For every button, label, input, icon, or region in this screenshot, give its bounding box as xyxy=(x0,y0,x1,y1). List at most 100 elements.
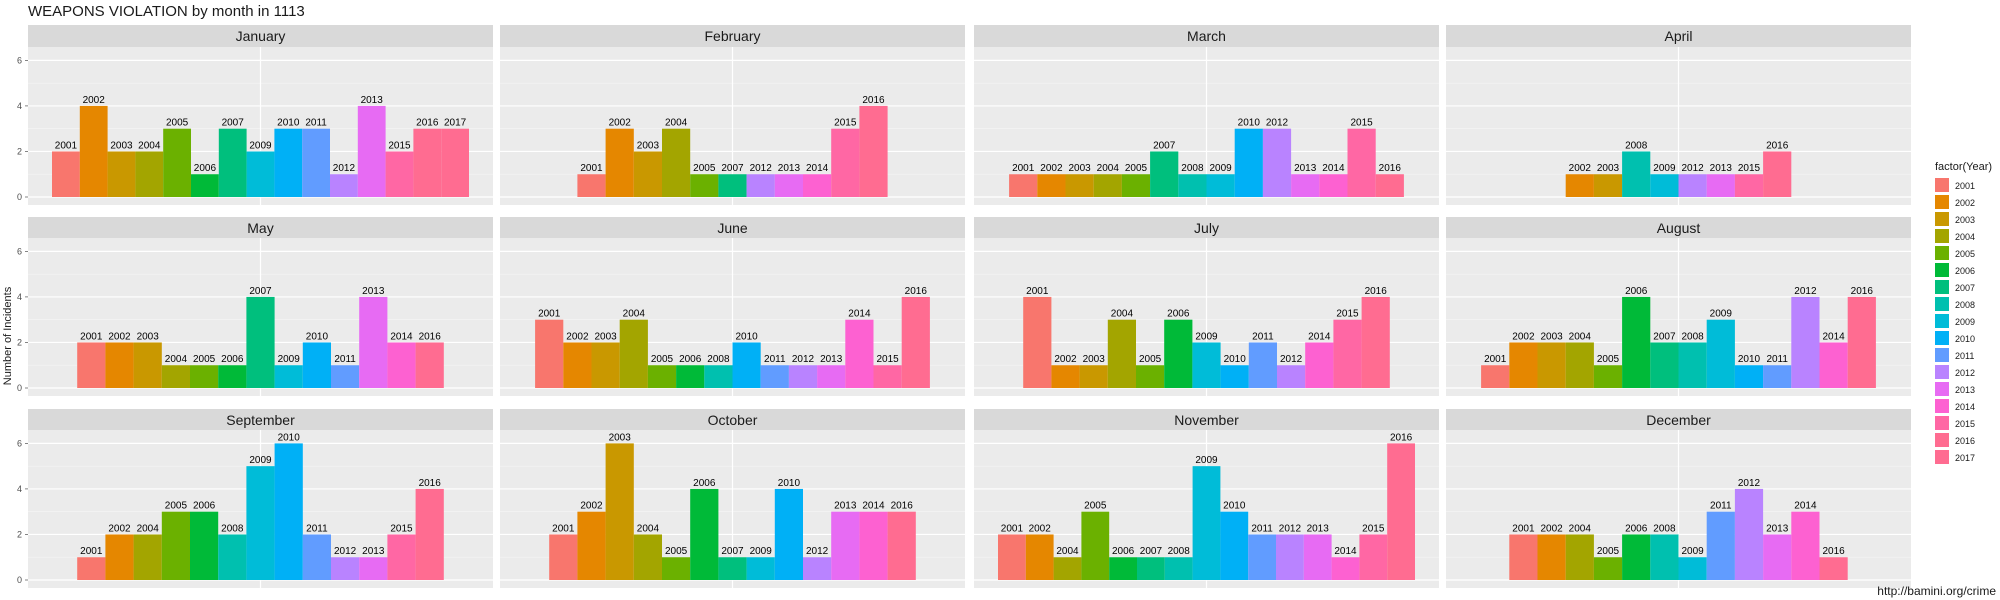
bar-label: 2010 xyxy=(278,432,301,443)
legend-entry: 2014 xyxy=(1955,402,1975,412)
legend-swatch xyxy=(1935,195,1949,209)
bar xyxy=(1819,557,1848,580)
bar xyxy=(1220,365,1249,388)
bar xyxy=(1051,365,1080,388)
bar-label: 2002 xyxy=(1029,523,1052,534)
legend-entry: 2017 xyxy=(1955,453,1975,463)
bar-label: 2016 xyxy=(1766,140,1789,151)
bar-label: 2014 xyxy=(1822,331,1845,342)
facet-strip xyxy=(1446,25,1911,47)
facet-strip xyxy=(500,25,965,47)
bar xyxy=(619,319,648,388)
bar xyxy=(1650,342,1679,388)
bar-label: 2006 xyxy=(693,478,716,489)
bar xyxy=(873,365,902,388)
bar xyxy=(79,105,108,197)
bar xyxy=(1053,557,1082,580)
legend-swatch xyxy=(1935,178,1949,192)
facet-strip xyxy=(28,409,493,430)
bar xyxy=(1009,174,1038,197)
bar-label: 2004 xyxy=(1569,523,1592,534)
bar-label: 2010 xyxy=(1738,354,1761,365)
bar-label: 2006 xyxy=(1112,546,1135,557)
legend-swatch xyxy=(1935,433,1949,447)
legend-swatch xyxy=(1935,246,1949,260)
legend-swatch xyxy=(1935,365,1949,379)
bar xyxy=(246,151,275,197)
facet-strip-label: November xyxy=(1174,412,1239,428)
bar xyxy=(647,365,677,388)
bar-label: 2015 xyxy=(388,140,411,151)
bar xyxy=(1763,534,1792,580)
bar xyxy=(859,511,888,580)
legend-swatch xyxy=(1935,331,1949,345)
legend-entry: 2004 xyxy=(1955,232,1975,242)
legend-entry: 2012 xyxy=(1955,368,1975,378)
bar-label: 2006 xyxy=(1167,309,1190,320)
bar-label: 2013 xyxy=(1766,523,1789,534)
bar xyxy=(732,342,761,388)
bar-label: 2010 xyxy=(778,478,801,489)
bar xyxy=(1622,151,1651,197)
legend-swatch xyxy=(1935,314,1949,328)
bar-label: 2005 xyxy=(1139,354,1162,365)
bar-label: 2009 xyxy=(249,140,272,151)
bar-label: 2013 xyxy=(778,163,801,174)
bar xyxy=(662,128,691,197)
y-tick-label: 2 xyxy=(17,146,22,156)
bar-label: 2016 xyxy=(1390,432,1413,443)
bar-label: 2016 xyxy=(1365,286,1388,297)
bar-label: 2011 xyxy=(334,354,356,365)
legend-entry: 2006 xyxy=(1955,266,1975,276)
bar xyxy=(1347,128,1376,197)
bar-label: 2016 xyxy=(416,118,439,129)
bar-label: 2001 xyxy=(1512,523,1535,534)
bar xyxy=(135,151,164,197)
bar-label: 2012 xyxy=(1280,354,1303,365)
bar-label: 2009 xyxy=(1710,309,1733,320)
bar-label: 2002 xyxy=(108,523,131,534)
bar xyxy=(1678,174,1707,197)
y-tick-label: 6 xyxy=(17,55,22,65)
facet-strip-label: January xyxy=(236,28,286,44)
bar-label: 2004 xyxy=(138,140,161,151)
bar-label: 2016 xyxy=(419,478,442,489)
bar xyxy=(633,534,662,580)
bar-label: 2001 xyxy=(1026,286,1049,297)
bar xyxy=(415,488,444,580)
bar-label: 2003 xyxy=(110,140,133,151)
bar xyxy=(413,128,442,197)
bar xyxy=(302,534,331,580)
y-tick-label: 4 xyxy=(17,484,22,494)
facet-strip-label: March xyxy=(1187,28,1226,44)
bar-label: 2007 xyxy=(222,118,245,129)
bar xyxy=(218,128,247,197)
bar xyxy=(1277,365,1306,388)
legend-swatch xyxy=(1935,416,1949,430)
bar xyxy=(1065,174,1094,197)
bar xyxy=(1361,296,1390,388)
bar xyxy=(1333,319,1362,388)
bar xyxy=(1107,319,1136,388)
bar-label: 2011 xyxy=(1251,523,1273,534)
bar-label: 2007 xyxy=(721,163,744,174)
legend-entry: 2001 xyxy=(1955,181,1975,191)
bar xyxy=(246,466,275,580)
bar xyxy=(1678,557,1707,580)
bar-label: 2014 xyxy=(1334,546,1357,557)
y-tick-label: 0 xyxy=(17,575,22,585)
bar xyxy=(1025,534,1054,580)
bar-label: 2002 xyxy=(1040,163,1063,174)
bar xyxy=(1164,319,1193,388)
bar-label: 2015 xyxy=(1336,309,1359,320)
bar xyxy=(107,151,136,197)
bar xyxy=(1093,174,1122,197)
bar xyxy=(387,342,416,388)
bar-label: 2012 xyxy=(1738,478,1761,489)
bar xyxy=(718,557,747,580)
bar-label: 2003 xyxy=(1068,163,1091,174)
bar-label: 2005 xyxy=(1597,354,1620,365)
bar-label: 2010 xyxy=(277,118,300,129)
bar xyxy=(385,151,414,197)
